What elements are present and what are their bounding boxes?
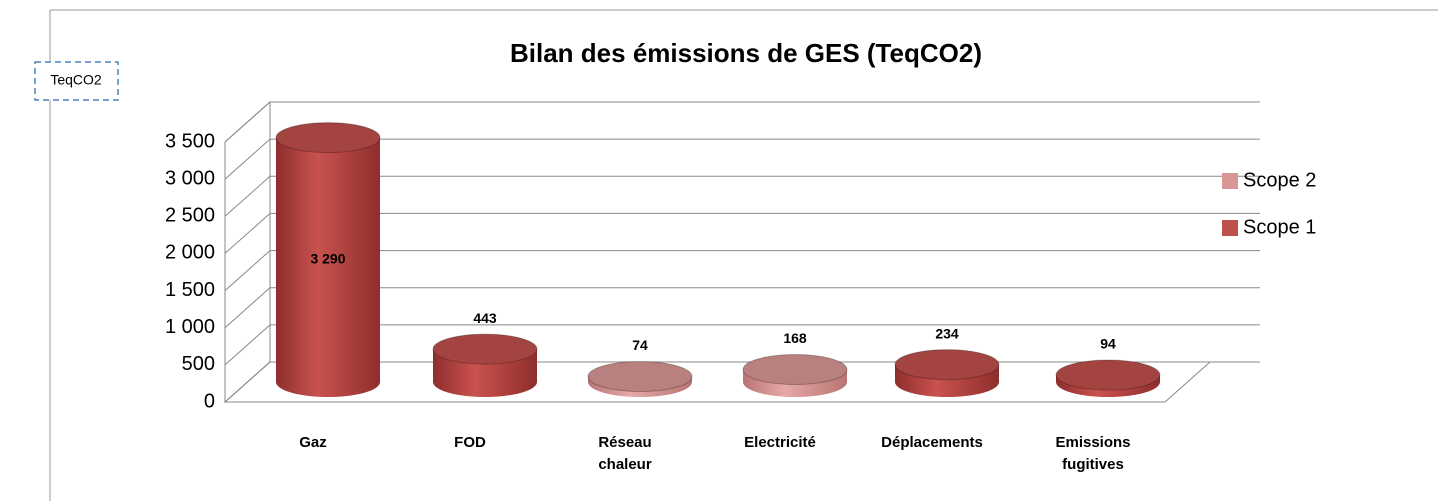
cylinder [894, 349, 1000, 397]
grid-line [224, 250, 1260, 291]
grid-line [224, 212, 1260, 254]
x-tick-label: Electricité [744, 434, 816, 451]
data-label: 443 [473, 310, 497, 326]
cylinder-top [742, 354, 848, 386]
axis-label-box [34, 61, 119, 101]
chart-title: Bilan des émissions de GES (TeqCO2) [510, 38, 982, 68]
cylinder-top [432, 333, 538, 365]
x-tick-label: FOD [454, 434, 486, 451]
y-tick-label: 2 500 [165, 205, 215, 227]
cylinder-top [587, 361, 693, 393]
x-tick-label: Gaz [299, 434, 327, 451]
side-wall [224, 100, 271, 404]
data-label: 74 [632, 337, 648, 353]
legend-swatch [1222, 173, 1238, 189]
legend-swatch [1222, 220, 1238, 236]
grid-line [224, 324, 1260, 366]
cylinder [587, 361, 693, 397]
cylinder [742, 354, 848, 397]
x-tick-label: Déplacements [881, 434, 983, 451]
cylinder-top [894, 349, 1000, 381]
data-label: 3 290 [310, 251, 345, 267]
data-label: 168 [783, 330, 807, 346]
y-tick-label: 3 500 [165, 130, 215, 152]
grid-line [224, 138, 1260, 180]
y-tick-label: 1 500 [165, 279, 215, 301]
y-tick-label: 1 000 [165, 316, 215, 338]
legend-label: Scope 1 [1243, 216, 1316, 238]
data-label: 234 [935, 325, 959, 341]
y-tick-label: 2 000 [165, 242, 215, 264]
cylinder-top [275, 122, 381, 154]
y-tick-label: 3 000 [165, 167, 215, 189]
grid-line [224, 287, 1260, 329]
cylinder-top [1055, 359, 1161, 391]
y-tick-label: 0 [204, 390, 215, 412]
x-tick-label: Emissions fugitives [1055, 434, 1131, 473]
cylinder [1055, 359, 1161, 397]
cylinder [275, 122, 381, 397]
y-axis-label: TeqCO2 [50, 72, 102, 88]
data-label: 94 [1100, 336, 1116, 352]
grid-line [224, 101, 1260, 143]
legend-label: Scope 2 [1243, 169, 1316, 191]
x-tick-label: Réseau chaleur [598, 434, 652, 473]
cylinder [432, 333, 538, 397]
y-tick-label: 500 [182, 353, 215, 375]
cylinder-body [276, 137, 380, 397]
grid-line [224, 175, 1260, 217]
